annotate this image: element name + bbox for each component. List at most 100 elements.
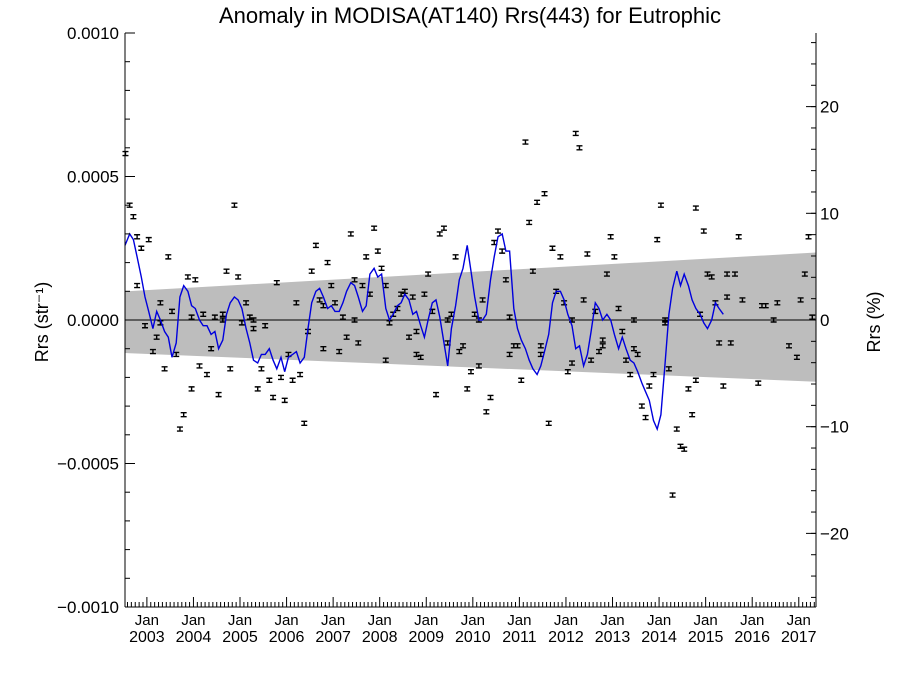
x-year-label: 2009 — [408, 629, 444, 646]
data-point — [281, 397, 288, 404]
data-point — [176, 426, 183, 432]
data-point — [627, 371, 634, 378]
data-point — [153, 334, 160, 340]
data-point — [677, 443, 684, 449]
data-point — [223, 268, 230, 274]
data-point — [398, 291, 405, 297]
data-point — [134, 282, 141, 289]
data-point — [809, 314, 816, 320]
data-point — [774, 300, 781, 306]
x-month-label: Jan — [740, 612, 764, 629]
data-point — [685, 386, 692, 392]
x-year-label: 2016 — [734, 629, 770, 646]
data-point — [208, 345, 215, 352]
x-year-label: 2007 — [315, 629, 351, 646]
data-point — [689, 412, 696, 418]
data-point — [180, 412, 187, 418]
data-point — [630, 317, 637, 323]
confidence-band-layer — [125, 252, 816, 382]
data-point — [188, 386, 195, 392]
data-point — [681, 446, 688, 452]
data-point — [545, 420, 552, 427]
data-point — [227, 366, 234, 372]
y-right-tick-label: −20 — [820, 524, 849, 543]
data-point — [440, 225, 447, 231]
data-point — [343, 334, 350, 340]
data-point — [351, 317, 358, 323]
data-point — [235, 274, 242, 280]
data-point — [669, 492, 676, 498]
data-point — [758, 302, 765, 309]
data-point — [336, 348, 343, 355]
data-point — [638, 403, 645, 409]
data-point — [169, 308, 176, 315]
data-point — [471, 311, 478, 317]
data-point — [487, 394, 494, 401]
data-point — [312, 242, 319, 249]
data-point — [203, 371, 210, 378]
x-year-label: 2015 — [688, 629, 724, 646]
data-point — [475, 363, 482, 369]
data-point — [417, 354, 424, 361]
data-point — [654, 236, 661, 243]
data-point — [588, 357, 595, 363]
data-point — [270, 394, 277, 401]
data-point — [413, 351, 420, 358]
chart-title: Anomaly in MODISA(AT140) Rrs(443) for Eu… — [219, 3, 721, 28]
data-point — [200, 311, 207, 317]
data-point — [324, 259, 331, 266]
data-point — [211, 314, 218, 320]
data-point — [797, 297, 804, 303]
data-point — [541, 191, 548, 197]
data-point — [378, 265, 385, 272]
y-right-tick-label: 20 — [820, 98, 839, 117]
data-point — [720, 383, 727, 389]
data-point — [460, 343, 467, 349]
data-point — [793, 354, 800, 361]
data-point — [436, 231, 443, 237]
data-point — [273, 279, 280, 286]
y-left-tick-label: 0.0005 — [67, 168, 119, 187]
data-point — [157, 300, 164, 306]
data-point — [805, 234, 812, 240]
data-point — [215, 391, 222, 398]
x-year-label: 2012 — [548, 629, 584, 646]
data-point — [192, 277, 199, 283]
data-point — [529, 268, 536, 274]
data-point — [596, 348, 603, 355]
data-point — [130, 213, 137, 220]
data-point — [339, 314, 346, 320]
data-point — [142, 323, 149, 329]
data-point — [727, 340, 734, 346]
smoothed-line-layer — [124, 232, 724, 432]
data-point — [409, 294, 416, 300]
data-point — [634, 351, 641, 358]
data-point — [145, 236, 152, 243]
smoothed-series-line — [124, 232, 724, 432]
data-point — [708, 274, 715, 280]
y-right-tick-label: 10 — [820, 204, 839, 223]
data-point — [623, 357, 630, 363]
data-point — [599, 337, 606, 343]
data-point — [332, 300, 339, 306]
x-month-label: Jan — [507, 612, 531, 629]
data-point — [262, 323, 269, 329]
data-point — [483, 409, 490, 415]
x-month-label: Jan — [461, 612, 485, 629]
x-month-label: Jan — [787, 612, 811, 629]
data-point — [522, 139, 529, 145]
x-year-label: 2013 — [595, 629, 631, 646]
data-point — [731, 271, 738, 277]
data-point — [646, 383, 653, 389]
data-point — [243, 300, 250, 306]
data-point — [692, 377, 699, 383]
x-month-label: Jan — [414, 612, 438, 629]
data-point — [308, 268, 315, 274]
data-point — [351, 277, 358, 283]
data-point — [316, 297, 323, 303]
data-point — [572, 130, 579, 137]
data-point — [355, 340, 362, 346]
data-point — [254, 386, 261, 392]
data-point — [231, 202, 238, 208]
